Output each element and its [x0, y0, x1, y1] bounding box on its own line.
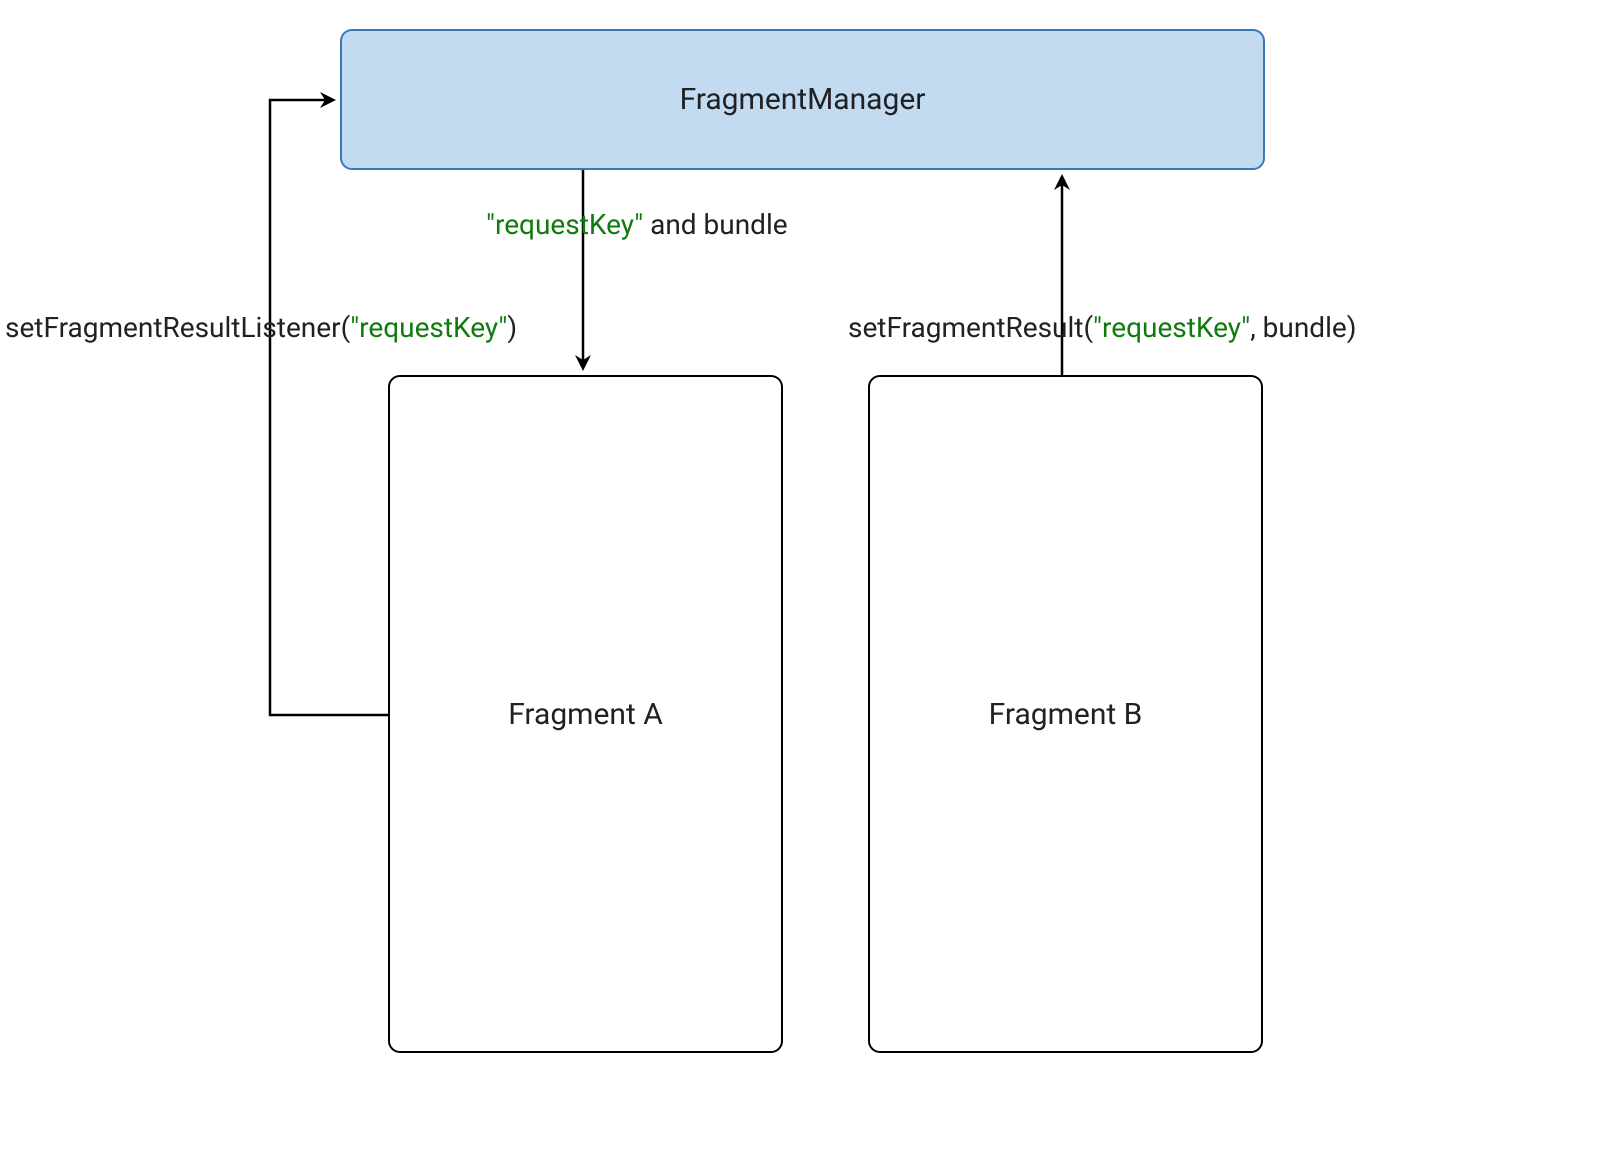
edge-label-set-result: setFragmentResult("requestKey", bundle) — [848, 311, 1357, 344]
label-part-keyword: "requestKey" — [350, 311, 507, 344]
node-fragment-b: Fragment B — [868, 375, 1263, 1053]
edge-listener — [270, 100, 388, 715]
label-part: setFragmentResultListener( — [5, 311, 350, 344]
node-label: FragmentManager — [680, 82, 926, 117]
label-part: setFragmentResult( — [848, 311, 1093, 344]
connectors-svg — [0, 0, 1600, 1169]
node-fragment-a: Fragment A — [388, 375, 783, 1053]
edge-label-deliver: "requestKey" and bundle — [486, 208, 788, 241]
label-part: and bundle — [643, 208, 787, 241]
label-part: , bundle) — [1250, 311, 1356, 344]
label-part: ) — [507, 311, 517, 344]
label-part-keyword: "requestKey" — [1093, 311, 1250, 344]
fragment-result-diagram: FragmentManager Fragment A Fragment B se… — [0, 0, 1600, 1169]
node-fragment-manager: FragmentManager — [340, 29, 1265, 170]
edge-label-listener: setFragmentResultListener("requestKey") — [5, 311, 517, 344]
node-label: Fragment B — [989, 697, 1143, 732]
node-label: Fragment A — [508, 697, 663, 732]
label-part-keyword: "requestKey" — [486, 208, 643, 241]
